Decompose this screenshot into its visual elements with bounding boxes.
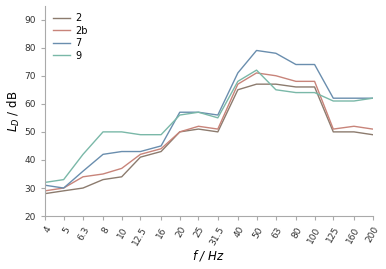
9: [196, 111, 201, 114]
7: [274, 52, 278, 55]
2b: [81, 175, 85, 178]
2b: [42, 189, 47, 192]
9: [312, 91, 317, 94]
7: [101, 153, 105, 156]
7: [61, 186, 66, 190]
9: [101, 130, 105, 133]
2: [274, 83, 278, 86]
Line: 2b: 2b: [45, 73, 372, 191]
7: [119, 150, 124, 153]
2b: [312, 80, 317, 83]
9: [42, 181, 47, 184]
2: [196, 128, 201, 131]
2b: [331, 128, 335, 131]
7: [235, 71, 240, 75]
7: [370, 97, 375, 100]
Line: 9: 9: [45, 70, 372, 182]
2b: [274, 74, 278, 77]
2b: [235, 83, 240, 86]
9: [352, 99, 356, 102]
7: [352, 97, 356, 100]
2b: [352, 125, 356, 128]
2: [159, 150, 163, 153]
9: [331, 99, 335, 102]
7: [42, 184, 47, 187]
2: [352, 130, 356, 133]
2b: [119, 167, 124, 170]
2: [312, 85, 317, 89]
2b: [61, 186, 66, 190]
2: [42, 192, 47, 195]
2b: [138, 153, 143, 156]
9: [235, 80, 240, 83]
Line: 2: 2: [45, 84, 372, 194]
2: [331, 130, 335, 133]
2: [178, 130, 182, 133]
9: [274, 88, 278, 91]
2b: [101, 172, 105, 176]
Line: 7: 7: [45, 51, 372, 188]
2b: [215, 128, 220, 131]
2b: [254, 71, 259, 75]
7: [254, 49, 259, 52]
2b: [370, 128, 375, 131]
9: [215, 116, 220, 119]
7: [178, 111, 182, 114]
9: [61, 178, 66, 181]
2: [215, 130, 220, 133]
2b: [178, 130, 182, 133]
7: [215, 114, 220, 117]
Legend: 2, 2b, 7, 9: 2, 2b, 7, 9: [50, 10, 90, 63]
9: [138, 133, 143, 136]
2: [81, 186, 85, 190]
2: [101, 178, 105, 181]
7: [331, 97, 335, 100]
9: [81, 153, 85, 156]
7: [312, 63, 317, 66]
7: [294, 63, 298, 66]
9: [178, 114, 182, 117]
Y-axis label: $L_D$ / dB: $L_D$ / dB: [5, 90, 22, 132]
X-axis label: $f$ / Hz: $f$ / Hz: [192, 249, 225, 263]
2b: [196, 125, 201, 128]
2: [370, 133, 375, 136]
9: [254, 69, 259, 72]
7: [138, 150, 143, 153]
9: [119, 130, 124, 133]
2: [119, 175, 124, 178]
9: [294, 91, 298, 94]
2b: [294, 80, 298, 83]
2: [254, 83, 259, 86]
2: [138, 155, 143, 159]
7: [81, 169, 85, 173]
2b: [159, 147, 163, 150]
7: [159, 144, 163, 147]
2: [61, 189, 66, 192]
9: [159, 133, 163, 136]
2: [235, 88, 240, 91]
9: [370, 97, 375, 100]
2: [294, 85, 298, 89]
7: [196, 111, 201, 114]
